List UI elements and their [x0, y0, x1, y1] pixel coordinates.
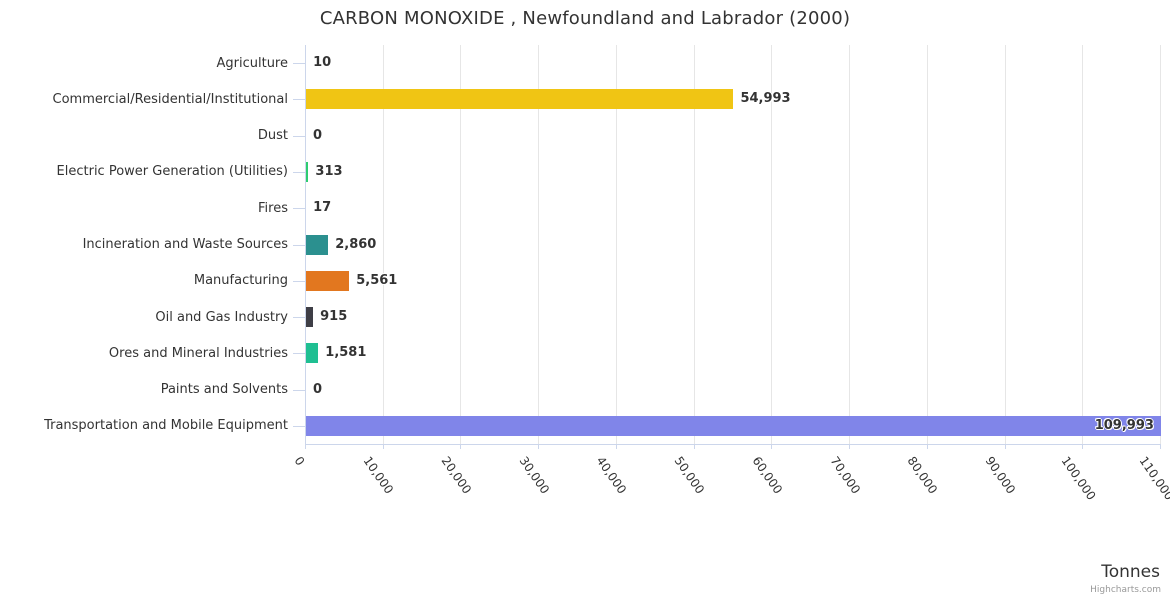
category-axis-tick	[293, 171, 305, 173]
category-axis-tick	[293, 389, 305, 391]
gridline	[926, 45, 928, 444]
category-axis-line	[305, 45, 306, 444]
gridline	[1082, 45, 1084, 444]
category-axis-tick	[293, 425, 305, 427]
value-axis-tick	[305, 444, 306, 449]
value-axis-tick-label: 80,000	[904, 454, 941, 497]
category-axis-tick	[293, 135, 305, 137]
category-label: Transportation and Mobile Equipment	[44, 418, 288, 434]
value-axis-tick	[615, 444, 617, 449]
value-axis-tick	[926, 444, 928, 449]
category-label: Manufacturing	[193, 273, 288, 289]
category-axis-tick	[293, 208, 305, 210]
category-label: Incineration and Waste Sources	[82, 236, 288, 252]
value-label: 1,581	[325, 345, 367, 361]
value-axis-tick	[771, 444, 773, 449]
category-axis-tick	[293, 317, 305, 319]
category-axis-tick	[293, 280, 305, 282]
value-label: 2,860	[335, 236, 377, 252]
value-label: 17	[313, 200, 332, 216]
value-axis-tick-label: 110,000	[1136, 454, 1170, 503]
category-label: Fires	[258, 200, 288, 216]
value-label: 54,993	[740, 91, 791, 107]
value-axis-tick-label: 10,000	[360, 454, 397, 497]
value-axis-tick-label: 90,000	[982, 454, 1019, 497]
category-axis-tick	[293, 353, 305, 355]
gridline	[849, 45, 851, 444]
chart-title: CARBON MONOXIDE , Newfoundland and Labra…	[319, 8, 851, 29]
value-label: 10	[313, 55, 332, 71]
gridline	[1004, 45, 1006, 444]
bar[interactable]	[306, 343, 319, 364]
gridline	[771, 45, 773, 444]
value-label: 313	[315, 163, 343, 179]
value-axis-tick	[538, 444, 540, 449]
gridline	[693, 45, 695, 444]
value-label: 109,993	[1094, 417, 1154, 433]
bar[interactable]	[306, 270, 350, 291]
value-axis-line	[305, 444, 1160, 445]
value-label: 0	[313, 381, 323, 397]
category-label: Ores and Mineral Industries	[108, 345, 288, 361]
value-axis-tick-label: 60,000	[749, 454, 785, 497]
value-axis-tick-label: 0	[291, 454, 308, 469]
value-axis-tick	[1082, 444, 1084, 449]
highcharts-credit[interactable]: Highcharts.com	[1090, 585, 1161, 595]
value-label: 915	[320, 309, 348, 325]
category-label: Oil and Gas Industry	[155, 309, 288, 325]
value-axis-tick-label: 20,000	[438, 454, 475, 497]
value-axis-tick	[849, 444, 851, 449]
gridline	[615, 45, 617, 444]
gridline	[460, 45, 462, 444]
value-axis-tick	[1160, 444, 1161, 449]
category-label: Dust	[257, 128, 288, 144]
value-axis-tick-label: 100,000	[1058, 454, 1099, 503]
category-axis-tick	[293, 244, 305, 246]
category-label: Commercial/Residential/Institutional	[52, 91, 289, 107]
bar[interactable]	[306, 307, 314, 328]
value-axis-tick-label: 70,000	[827, 454, 863, 497]
category-label: Paints and Solvents	[160, 382, 288, 398]
gridline	[1160, 45, 1161, 444]
value-axis-tick-label: 40,000	[593, 454, 630, 497]
value-label: 0	[313, 127, 323, 143]
category-axis-tick	[293, 99, 305, 101]
category-label: Agriculture	[216, 55, 289, 71]
value-axis-tick	[460, 444, 462, 449]
category-label: Electric Power Generation (Utilities)	[56, 164, 288, 180]
value-axis-tick-label: 50,000	[671, 454, 708, 497]
value-axis-tick	[1004, 444, 1006, 449]
gridline	[538, 45, 540, 444]
bar[interactable]	[306, 161, 309, 182]
value-axis-tick	[382, 444, 384, 449]
bar[interactable]	[306, 89, 734, 110]
value-axis-title: Tonnes	[1101, 562, 1160, 582]
gridline	[382, 45, 384, 444]
bar[interactable]	[306, 234, 329, 255]
category-axis-tick	[293, 63, 305, 65]
bar[interactable]	[306, 415, 1161, 436]
value-label: 5,561	[356, 272, 398, 288]
value-axis-tick	[693, 444, 695, 449]
value-axis-tick-label: 30,000	[516, 454, 552, 497]
